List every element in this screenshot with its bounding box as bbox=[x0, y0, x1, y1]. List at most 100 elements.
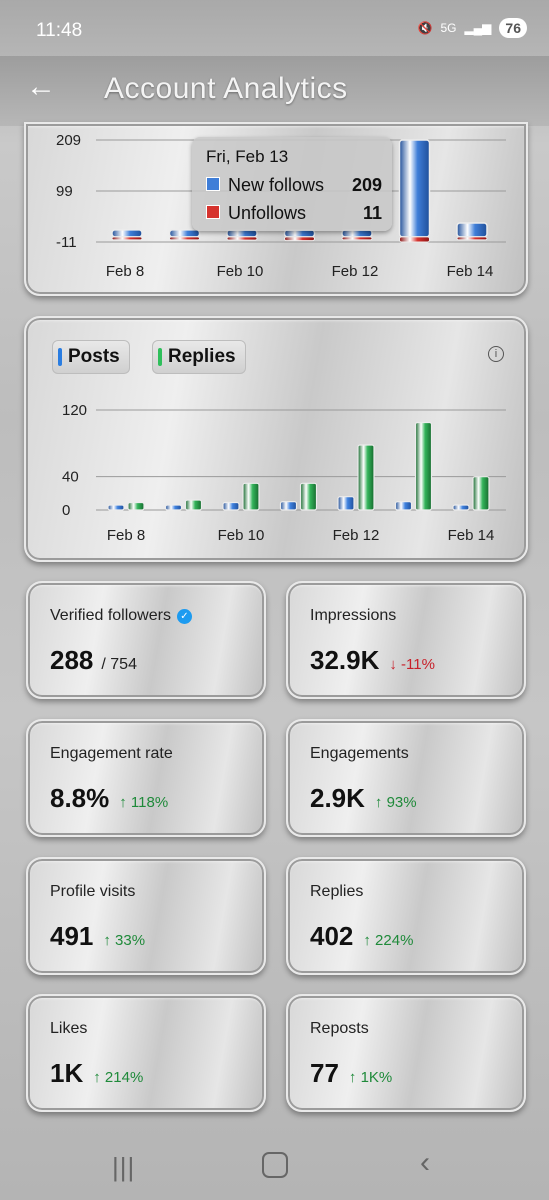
bar-posts[interactable] bbox=[222, 501, 240, 511]
metric-card-likes[interactable]: Likes 1K ↑ 214% bbox=[26, 994, 266, 1112]
metric-change: ↑ 214% bbox=[93, 1069, 144, 1086]
tooltip-date: Fri, Feb 13 bbox=[206, 147, 289, 166]
unfollows-swatch bbox=[206, 205, 220, 219]
metric-card-reposts[interactable]: Reposts 77 ↑ 1K% bbox=[286, 994, 526, 1112]
back-icon[interactable]: ‹ bbox=[420, 1146, 430, 1179]
bar-unfollows[interactable] bbox=[456, 236, 488, 241]
bar-posts[interactable] bbox=[337, 496, 355, 511]
bar-posts[interactable] bbox=[164, 504, 183, 511]
tooltip-new-follows: New follows 209 bbox=[206, 175, 382, 196]
x-tick-label: Feb 10 bbox=[218, 527, 265, 544]
x-tick-label: Feb 14 bbox=[447, 263, 494, 280]
y-tick-label: 209 bbox=[56, 132, 81, 149]
bar-posts[interactable] bbox=[279, 501, 298, 511]
info-icon[interactable]: i bbox=[488, 346, 504, 362]
home-icon[interactable] bbox=[262, 1152, 288, 1178]
bar-unfollows[interactable] bbox=[111, 236, 143, 241]
metric-label: Engagements bbox=[310, 745, 409, 762]
metric-card-engagement-rate[interactable]: Engagement rate 8.8% ↑ 118% bbox=[26, 719, 266, 837]
metric-value: 288 bbox=[50, 645, 94, 675]
bar-unfollows[interactable] bbox=[169, 236, 200, 241]
metric-value-row: 2.9K ↑ 93% bbox=[310, 783, 417, 814]
bar-posts[interactable] bbox=[452, 504, 470, 511]
metric-change: ↑ 33% bbox=[103, 932, 146, 949]
posts-replies-chart[interactable]: 120 40 0 Feb 8 Feb 10 Feb 12 Feb 14 bbox=[26, 318, 526, 560]
battery-level: 76 bbox=[499, 18, 527, 38]
metric-value: 8.8% bbox=[50, 783, 110, 813]
y-tick-label: 120 bbox=[62, 402, 87, 419]
bar-posts[interactable] bbox=[394, 501, 413, 511]
metric-total: / 754 bbox=[101, 656, 137, 673]
bar-replies[interactable] bbox=[127, 501, 145, 511]
metric-value-row: 77 ↑ 1K% bbox=[310, 1058, 392, 1089]
metric-card-verified-followers[interactable]: Verified followers ✓ 288 / 754 bbox=[26, 581, 266, 699]
bar-replies[interactable] bbox=[472, 476, 490, 511]
tooltip-unfollows-label: Unfollows bbox=[228, 203, 307, 223]
bar-unfollows[interactable] bbox=[226, 236, 258, 241]
metric-value-row: 288 / 754 bbox=[50, 645, 137, 676]
bar-replies[interactable] bbox=[414, 421, 433, 511]
verified-badge-icon: ✓ bbox=[176, 609, 192, 624]
metric-card-engagements[interactable]: Engagements 2.9K ↑ 93% bbox=[286, 719, 526, 837]
app-header: ← Account Analytics bbox=[0, 56, 549, 126]
recents-icon[interactable]: ||| bbox=[112, 1152, 136, 1182]
posts-chart-card: Posts Replies i 120 40 0 Feb 8 Feb 10 Feb 12 F… bbox=[24, 316, 528, 562]
bar-new-follows[interactable] bbox=[168, 229, 201, 238]
tooltip-new-follows-value: 209 bbox=[351, 175, 382, 195]
bar-unfollows[interactable] bbox=[341, 236, 373, 241]
new-follows-swatch bbox=[206, 177, 220, 191]
metric-card-profile-visits[interactable]: Profile visits 491 ↑ 33% bbox=[26, 857, 266, 975]
metric-value-row: 491 ↑ 33% bbox=[50, 921, 145, 952]
back-arrow-icon[interactable]: ← bbox=[26, 70, 56, 103]
chart-tooltip: Fri, Feb 13 New follows 209 Unfollows 11 bbox=[192, 137, 392, 231]
bar-new-follows[interactable] bbox=[398, 139, 431, 238]
metric-label: Reposts bbox=[310, 1020, 369, 1037]
metric-value: 491 bbox=[50, 921, 94, 951]
y-tick-label: 99 bbox=[56, 183, 73, 200]
metric-value: 402 bbox=[310, 921, 354, 951]
metric-value-row: 32.9K ↓ -11% bbox=[310, 645, 435, 676]
metric-value-row: 8.8% ↑ 118% bbox=[50, 783, 168, 814]
metric-value: 2.9K bbox=[310, 783, 365, 813]
y-tick-label: 0 bbox=[62, 502, 70, 519]
metric-label: Likes bbox=[50, 1020, 88, 1037]
x-tick-label: Feb 12 bbox=[332, 263, 379, 280]
metric-value: 77 bbox=[310, 1058, 339, 1088]
metric-card-replies[interactable]: Replies 402 ↑ 224% bbox=[286, 857, 526, 975]
legend-posts[interactable]: Posts bbox=[52, 340, 130, 374]
metric-label: Verified followers ✓ bbox=[50, 607, 192, 625]
legend-replies[interactable]: Replies bbox=[152, 340, 246, 374]
bar-posts[interactable] bbox=[107, 504, 125, 511]
system-nav-bar: ||| ‹ bbox=[0, 1124, 549, 1200]
x-tick-label: Feb 12 bbox=[333, 527, 380, 544]
bar-unfollows[interactable] bbox=[399, 236, 430, 243]
network-label: 5G bbox=[440, 21, 457, 35]
bar-new-follows[interactable] bbox=[456, 222, 488, 238]
bar-replies[interactable] bbox=[357, 444, 375, 511]
metric-change: ↑ 118% bbox=[119, 794, 169, 811]
metric-change: ↑ 1K% bbox=[348, 1069, 393, 1086]
metric-change: ↑ 224% bbox=[363, 932, 414, 949]
tooltip-unfollows: Unfollows 11 bbox=[206, 203, 382, 224]
bar-replies[interactable] bbox=[299, 482, 318, 511]
mute-icon: 🔇 bbox=[417, 21, 433, 35]
bar-replies[interactable] bbox=[184, 499, 203, 511]
bar-replies[interactable] bbox=[242, 482, 260, 511]
metric-label: Profile visits bbox=[50, 883, 136, 900]
metric-label: Engagement rate bbox=[50, 745, 173, 762]
tooltip-unfollows-value: 11 bbox=[362, 203, 382, 223]
follows-chart[interactable]: 209 99 -11 Feb 8 Feb 10 Feb 12 Feb 14 bbox=[26, 124, 526, 294]
status-time: 11:48 bbox=[36, 20, 83, 41]
x-tick-label: Feb 8 bbox=[107, 527, 145, 544]
y-tick-label: -11 bbox=[56, 234, 77, 251]
status-icons: 🔇 5G ▂▄▆ 76 bbox=[417, 18, 527, 38]
tooltip-new-follows-label: New follows bbox=[228, 175, 325, 195]
metric-change: ↓ -11% bbox=[389, 656, 435, 673]
x-tick-label: Feb 14 bbox=[448, 527, 495, 544]
metric-value-row: 402 ↑ 224% bbox=[310, 921, 413, 952]
metric-label: Impressions bbox=[310, 607, 397, 624]
bar-new-follows[interactable] bbox=[111, 229, 143, 238]
y-tick-label: 40 bbox=[62, 469, 79, 486]
metric-card-impressions[interactable]: Impressions 32.9K ↓ -11% bbox=[286, 581, 526, 699]
bar-unfollows[interactable] bbox=[284, 236, 315, 242]
